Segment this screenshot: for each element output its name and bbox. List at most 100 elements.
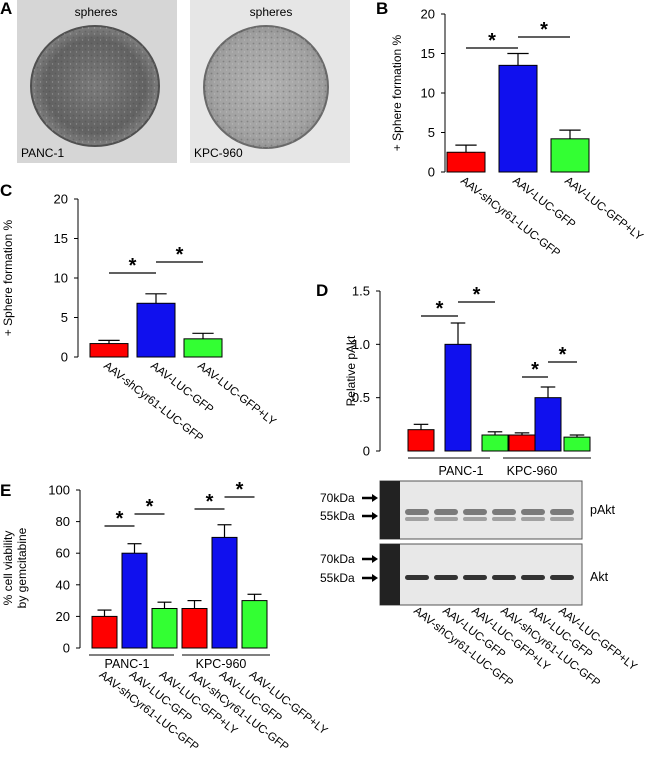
panel-label-a: A [0,0,12,18]
photo-caption-kpc960: KPC-960 [194,146,243,160]
group-label: PANC-1 [105,657,150,671]
chart-b: 0 5 10 15 20 + Sphere formation % * * AAV-shCyr6… [390,7,645,260]
y-tick-label: 60 [56,546,70,561]
marker-55kda-bottom: 55kDa [320,571,355,585]
panel-label-e: E [0,481,11,500]
photo-caption-panc1: PANC-1 [21,146,64,160]
arrow-icon [362,494,378,582]
western-blot: 70kDa 55kDa 70kDa 55kDa pAkt Akt AAV-shC… [320,480,639,690]
significance-marker: * [436,298,444,320]
pakt-band [521,509,545,515]
y-axis-label-line2: by gemcitabine [15,527,29,608]
y-tick-label: 1.5 [352,284,370,299]
pakt-band-lower [550,517,574,521]
significance-marker: * [116,508,124,530]
y-tick-label: 15 [421,46,435,61]
bar [181,608,208,649]
category-label: AAV-shCyr61-LUC-GFP [458,175,562,260]
panel-label-c: C [0,181,12,200]
pakt-band [405,509,429,515]
y-tick-label: 5 [61,310,68,325]
bar [183,338,223,358]
y-tick-label: 20 [56,609,70,624]
bar [136,302,176,358]
bar [498,64,538,173]
bar [444,343,472,452]
significance-marker: * [206,491,214,513]
pakt-band-lower [521,517,545,521]
panel-label-b: B [376,0,388,18]
significance-marker: * [236,479,244,501]
y-tick-label: 10 [421,86,435,101]
group-label: KPC-960 [507,464,558,478]
category-label: AAV-LUC-GFP+LY [195,360,278,429]
y-axis-label: % cell viability [1,531,15,606]
sphere-photo-kpc960: spheres KPC-960 [190,0,350,163]
bar [481,434,509,452]
y-tick-label: 80 [56,514,70,529]
pakt-band-lower [405,517,429,521]
photo-title-kpc960: spheres [250,5,293,19]
blot-label-pakt: pAkt [590,503,616,517]
bar [508,434,536,452]
y-tick-label: 0 [63,641,70,656]
blot-ladder-akt [380,544,400,605]
bar [550,138,590,173]
y-tick-label: 100 [48,483,70,498]
pakt-band-lower [434,517,458,521]
significance-marker: * [129,255,137,277]
y-tick-label: 40 [56,577,70,592]
sphere-photo-panc1: spheres PANC-1 [17,0,177,163]
blot-akt-image [379,543,583,606]
akt-band [492,575,516,580]
akt-band [434,575,458,580]
y-tick-label: 20 [54,192,68,207]
akt-band [550,575,574,580]
group-label: PANC-1 [439,464,484,478]
significance-marker: * [146,496,154,518]
significance-marker: * [473,284,481,306]
y-tick-label: 1.0 [352,337,370,352]
y-tick-label: 5 [428,125,435,140]
y-tick-label: 0 [61,350,68,365]
akt-band [405,575,429,580]
y-tick-label: 0 [428,165,435,180]
y-tick-label: 0 [363,444,370,459]
marker-55kda-top: 55kDa [320,509,355,523]
bar [446,151,486,173]
category-label: AAV-LUC-GFP+LY [562,175,645,244]
photo-title-panc1: spheres [75,5,118,19]
panel-a: A spheres PANC-1 spheres KPC-960 [0,0,350,163]
significance-marker: * [488,30,496,52]
y-tick-label: 20 [421,7,435,22]
bar [91,615,118,649]
marker-70kda-top: 70kDa [320,491,355,505]
y-tick-label: 15 [54,231,68,246]
y-axis-label: + Sphere formation % [390,34,404,151]
akt-band [521,575,545,580]
blot-ladder [380,481,400,539]
y-tick-label: 0.5 [352,390,370,405]
significance-marker: * [540,19,548,41]
y-tick-label: 10 [54,271,68,286]
pakt-band-lower [463,517,487,521]
chart-d: 0 0.5 1.0 1.5 Relative pAkt * * * * PANC-1 KPC-960 [344,284,591,478]
bar [151,608,178,649]
pakt-band [463,509,487,515]
significance-marker: * [531,359,539,381]
bar [89,343,129,358]
bar [121,552,148,649]
y-axis-label: + Sphere formation % [1,219,15,336]
blot-lane-labels: AAV-shCyr61-LUC-GFPAAV-LUC-GFPAAV-LUC-GF… [411,605,639,690]
bar [211,536,238,649]
pakt-band-lower [492,517,516,521]
pakt-band [492,509,516,515]
akt-band [463,575,487,580]
significance-marker: * [559,344,567,366]
bar [563,436,591,452]
blot-label-akt: Akt [590,570,609,584]
marker-70kda-bottom: 70kDa [320,552,355,566]
pakt-band [550,509,574,515]
